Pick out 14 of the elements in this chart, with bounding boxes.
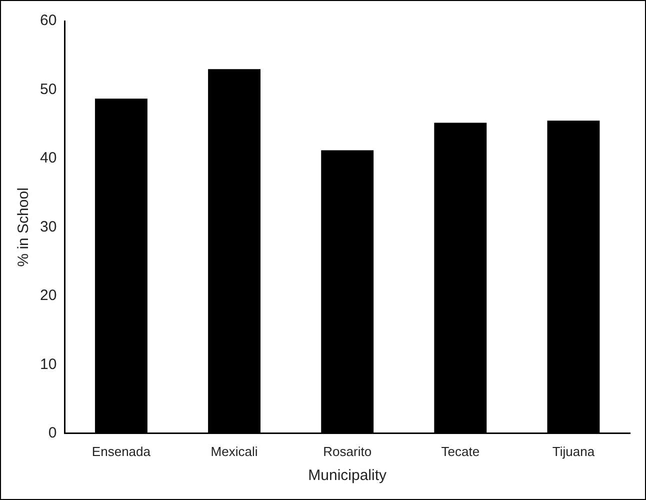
y-tick-label: 10 — [40, 356, 57, 373]
y-tick-label: 0 — [48, 424, 57, 442]
y-tick-label: 50 — [40, 80, 57, 98]
x-tick-label: Rosarito — [323, 444, 372, 459]
y-tick-label: 60 — [40, 12, 57, 30]
y-tick-label: 40 — [40, 150, 57, 167]
x-axis-title: Municipality — [308, 467, 388, 484]
y-axis-title: % in School — [15, 188, 32, 267]
y-tick-label: 30 — [40, 218, 57, 236]
x-tick-label: Mexicali — [210, 444, 258, 459]
y-tick-label: 20 — [40, 287, 57, 304]
x-tick-label: Tecate — [441, 444, 480, 459]
x-tick-label: Ensenada — [92, 444, 152, 459]
x-tick-label: Tijuana — [552, 444, 596, 459]
